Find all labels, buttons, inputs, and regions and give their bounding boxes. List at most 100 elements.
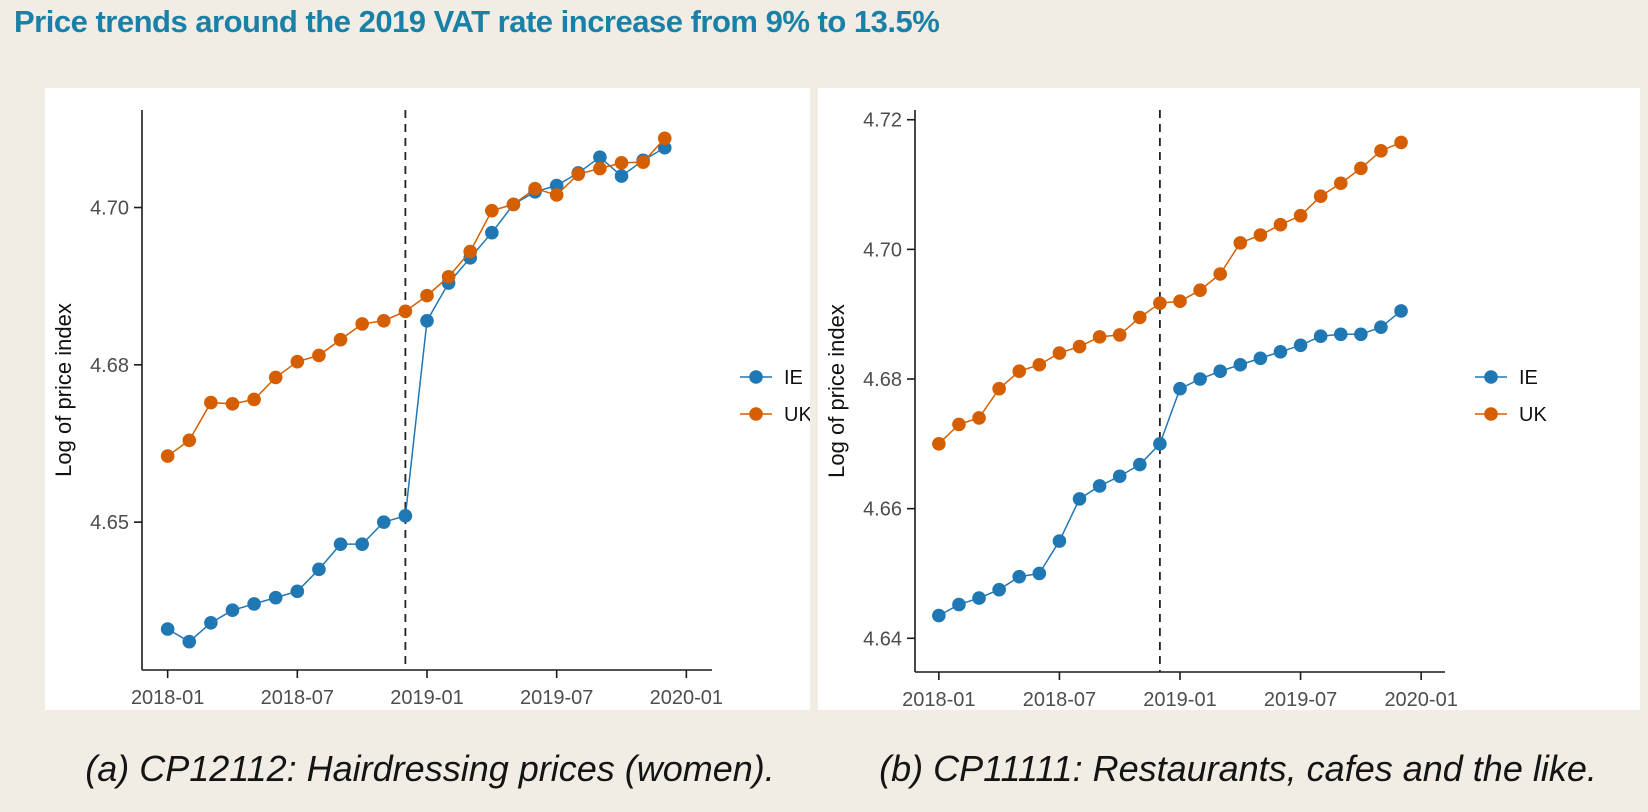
- data-point-ie: [614, 169, 629, 183]
- data-point-uk: [312, 348, 326, 363]
- legend-key-dot-uk: [749, 407, 763, 421]
- data-point-ie: [1213, 364, 1227, 379]
- data-point-uk: [571, 167, 586, 181]
- data-point-uk: [1173, 294, 1187, 309]
- data-point-uk: [1112, 328, 1127, 342]
- data-point-uk: [247, 392, 261, 407]
- data-point-ie: [1354, 327, 1368, 342]
- data-point-ie: [1193, 372, 1207, 386]
- y-axis-title: Log of price index: [824, 304, 849, 478]
- data-point-ie: [182, 634, 197, 649]
- data-point-uk: [1012, 364, 1027, 379]
- caption-a: (a) CP12112: Hairdressing prices (women)…: [85, 748, 775, 789]
- data-point-ie: [932, 608, 946, 623]
- x-tick-label: 2020-01: [1384, 689, 1457, 710]
- data-point-ie: [1253, 351, 1268, 366]
- data-point-ie: [204, 616, 218, 630]
- y-tick-label: 4.68: [863, 369, 902, 391]
- x-tick-label: 2018-07: [1023, 689, 1096, 710]
- data-point-uk: [1072, 339, 1087, 354]
- data-point-uk: [1213, 267, 1227, 281]
- legend-item-uk: UK: [1475, 404, 1547, 426]
- series-line-uk: [167, 137, 666, 457]
- x-tick-label: 2019-07: [520, 687, 593, 709]
- legend-key-dot-ie: [1484, 370, 1498, 384]
- data-point-uk: [333, 332, 348, 347]
- data-point-uk: [160, 449, 175, 463]
- data-point-uk: [932, 437, 946, 451]
- data-point-ie: [376, 515, 391, 529]
- data-point-ie: [160, 622, 175, 636]
- legend-label-ie: IE: [1519, 367, 1538, 389]
- data-point-uk: [1253, 228, 1268, 242]
- series-line-uk: [938, 141, 1402, 445]
- data-point-ie: [333, 537, 348, 551]
- data-point-uk: [441, 269, 456, 284]
- data-point-uk: [1052, 346, 1067, 360]
- y-tick-label: 4.65: [90, 512, 129, 534]
- y-tick-label: 4.66: [863, 499, 902, 521]
- legend-key-dot-ie: [749, 370, 763, 384]
- data-point-ie: [1273, 344, 1288, 359]
- data-point-ie: [1313, 329, 1328, 344]
- data-point-ie: [972, 591, 986, 605]
- y-axis-title: Log of price index: [51, 303, 76, 477]
- data-point-uk: [290, 354, 305, 369]
- legend-label-uk: UK: [784, 404, 810, 426]
- data-point-uk: [376, 313, 391, 328]
- chart-b-svg: 4.64 4.66 4.68 4.70 4.72 2018-01 2018-07 2019-0…: [824, 110, 1547, 710]
- data-point-uk: [549, 188, 564, 202]
- data-point-ie: [247, 597, 261, 611]
- data-point-ie: [1052, 534, 1067, 548]
- data-point-ie: [485, 225, 499, 240]
- data-point-uk: [225, 397, 240, 411]
- data-point-ie: [1032, 566, 1047, 581]
- data-point-uk: [593, 161, 607, 176]
- data-point-uk: [1133, 310, 1147, 325]
- x-tick-label: 2020-01: [650, 687, 723, 709]
- data-point-ie: [1333, 327, 1348, 342]
- data-point-uk: [463, 244, 478, 259]
- data-point-uk: [1273, 217, 1288, 232]
- data-point-ie: [657, 140, 672, 155]
- data-point-uk: [614, 156, 629, 170]
- data-point-ie: [398, 509, 413, 523]
- data-point-uk: [1092, 330, 1107, 344]
- data-point-uk: [182, 433, 197, 448]
- legend-item-ie: IE: [740, 367, 803, 389]
- data-point-ie: [1112, 469, 1127, 484]
- data-point-uk: [1374, 144, 1388, 158]
- data-point-ie: [1072, 492, 1087, 506]
- data-point-uk: [1032, 357, 1047, 372]
- legend-item-ie: IE: [1475, 367, 1538, 389]
- data-point-ie: [593, 150, 607, 164]
- data-point-uk: [1153, 296, 1167, 310]
- series-line-ie: [938, 310, 1402, 617]
- data-point-uk: [1193, 283, 1207, 298]
- y-tick-label: 4.64: [863, 628, 902, 650]
- data-point-ie: [549, 178, 564, 193]
- data-point-ie: [1092, 479, 1107, 493]
- legend-label-ie: IE: [784, 367, 803, 389]
- y-tick-label: 4.70: [90, 198, 129, 220]
- data-point-ie: [312, 562, 326, 577]
- x-tick-label: 2019-01: [1143, 689, 1216, 710]
- legend-label-uk: UK: [1519, 404, 1547, 426]
- data-point-uk: [398, 304, 413, 319]
- data-point-uk: [485, 203, 499, 218]
- data-point-uk: [972, 411, 986, 425]
- chart-panel-b: 4.64 4.66 4.68 4.70 4.72 2018-01 2018-07 2019-0…: [818, 88, 1640, 710]
- x-tick-label: 2018-07: [261, 687, 334, 709]
- data-point-uk: [636, 155, 650, 170]
- data-point-ie: [952, 597, 966, 612]
- data-point-uk: [506, 197, 521, 212]
- y-tick-label: 4.70: [863, 239, 902, 261]
- data-point-ie: [1133, 457, 1147, 472]
- data-point-ie: [1153, 437, 1167, 451]
- x-tick-label: 2019-01: [390, 687, 463, 709]
- y-tick-label: 4.68: [90, 355, 129, 377]
- legend-key-dot-uk: [1484, 407, 1498, 421]
- data-point-uk: [528, 181, 542, 196]
- data-point-ie: [992, 582, 1006, 597]
